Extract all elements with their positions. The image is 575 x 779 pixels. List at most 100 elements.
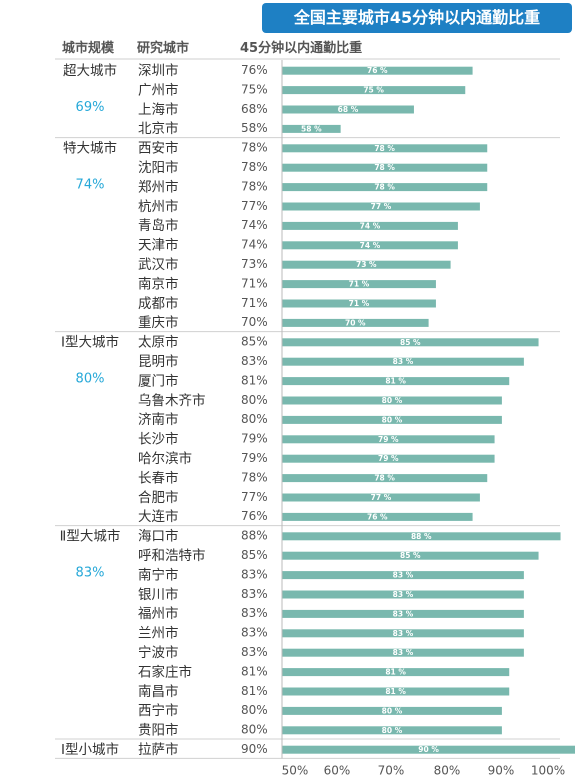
- value-label: 77%: [241, 199, 268, 213]
- x-tick-label: 60%: [324, 763, 351, 777]
- bar-label: 85 %: [400, 338, 421, 347]
- x-tick-label: 70%: [378, 763, 405, 777]
- bar: [282, 66, 473, 75]
- city-label: 南昌市: [138, 683, 179, 700]
- value-label: 75%: [241, 82, 268, 96]
- bar: [282, 726, 502, 735]
- value-label: 88%: [241, 529, 268, 543]
- city-label: 武汉市: [138, 256, 179, 273]
- city-label: 广州市: [138, 81, 179, 98]
- value-label: 81%: [241, 684, 268, 698]
- bar-label: 83 %: [393, 648, 414, 657]
- city-label: 郑州市: [138, 178, 179, 195]
- bar: [282, 629, 524, 638]
- chart-title: 全国主要城市45分钟以内通勤比重: [262, 3, 572, 33]
- city-label: 长沙市: [138, 431, 179, 448]
- bar: [282, 163, 488, 172]
- city-label: 哈尔滨市: [138, 450, 192, 467]
- bar: [282, 609, 524, 618]
- bar-label: 71 %: [349, 299, 370, 308]
- bar: [282, 260, 451, 269]
- value-label: 78%: [241, 470, 268, 484]
- value-label: 70%: [241, 315, 268, 329]
- bar: [282, 590, 524, 599]
- city-label: 西宁市: [138, 702, 179, 719]
- city-label: 深圳市: [138, 62, 179, 79]
- bar: [282, 299, 436, 308]
- bar-label: 73 %: [356, 260, 377, 269]
- category-label: Ⅰ型小城市: [61, 741, 119, 758]
- bar-label: 71 %: [349, 280, 370, 289]
- value-label: 74%: [241, 218, 268, 232]
- city-label: 杭州市: [138, 198, 179, 215]
- bar: [282, 318, 429, 327]
- value-label: 78%: [241, 160, 268, 174]
- value-label: 81%: [241, 664, 268, 678]
- bar-label: 68 %: [338, 105, 359, 114]
- bar: [282, 221, 458, 230]
- bar: [282, 144, 488, 153]
- city-label: 宁波市: [138, 644, 179, 661]
- value-label: 68%: [241, 102, 268, 116]
- bar-label: 83 %: [393, 629, 414, 638]
- bar: [282, 435, 495, 444]
- bar: [282, 338, 539, 347]
- bar: [282, 202, 480, 211]
- bar-label: 80 %: [382, 396, 403, 405]
- bar-label: 77 %: [371, 493, 392, 502]
- bar-label: 78 %: [374, 474, 395, 483]
- bar-label: 76 %: [367, 66, 388, 75]
- bar: [282, 396, 502, 405]
- header-value: 45分钟以内通勤比重: [240, 40, 362, 56]
- bar: [282, 124, 341, 133]
- value-label: 71%: [241, 296, 268, 310]
- city-label: 西安市: [138, 140, 179, 157]
- value-label: 79%: [241, 451, 268, 465]
- city-label: 济南市: [138, 411, 179, 428]
- bar: [282, 454, 495, 463]
- bar: [282, 357, 524, 366]
- city-label: 重庆市: [138, 314, 179, 331]
- value-label: 80%: [241, 703, 268, 717]
- bar-label: 80 %: [382, 726, 403, 735]
- value-label: 79%: [241, 432, 268, 446]
- header-category: 城市规模: [62, 40, 115, 56]
- value-label: 71%: [241, 276, 268, 290]
- value-label: 85%: [241, 335, 268, 349]
- city-label: 贵阳市: [138, 722, 179, 739]
- bar-label: 90 %: [418, 745, 439, 754]
- city-label: 合肥市: [138, 489, 179, 506]
- x-tick-label: 100%: [531, 763, 565, 777]
- value-label: 83%: [241, 645, 268, 659]
- bar-label: 74 %: [360, 241, 381, 250]
- city-label: 石家庄市: [138, 663, 192, 680]
- bar-label: 79 %: [378, 454, 399, 463]
- x-tick-label: 50%: [282, 763, 309, 777]
- city-label: 青岛市: [138, 217, 179, 234]
- bar-label: 76 %: [367, 512, 388, 521]
- bar: [282, 706, 502, 715]
- value-label: 85%: [241, 548, 268, 562]
- city-label: 大连市: [138, 508, 179, 525]
- bar: [282, 183, 488, 192]
- category-label: Ⅱ型大城市: [60, 528, 121, 545]
- bar-label: 81 %: [385, 377, 406, 386]
- bar-label: 85 %: [400, 551, 421, 560]
- bar-label: 70 %: [345, 318, 366, 327]
- category-average: 74%: [76, 177, 105, 192]
- bar-label: 83 %: [393, 590, 414, 599]
- bar: [282, 668, 510, 677]
- bar-label: 83 %: [393, 357, 414, 366]
- category-label: 特大城市: [63, 140, 117, 157]
- value-label: 80%: [241, 412, 268, 426]
- bar-label: 78 %: [374, 144, 395, 153]
- bar-label: 80 %: [382, 706, 403, 715]
- city-label: 长春市: [138, 469, 179, 486]
- city-label: 海口市: [138, 528, 179, 545]
- value-label: 80%: [241, 723, 268, 737]
- bar-label: 78 %: [374, 183, 395, 192]
- city-label: 上海市: [138, 101, 179, 118]
- bar-label: 80 %: [382, 415, 403, 424]
- city-label: 北京市: [138, 120, 179, 137]
